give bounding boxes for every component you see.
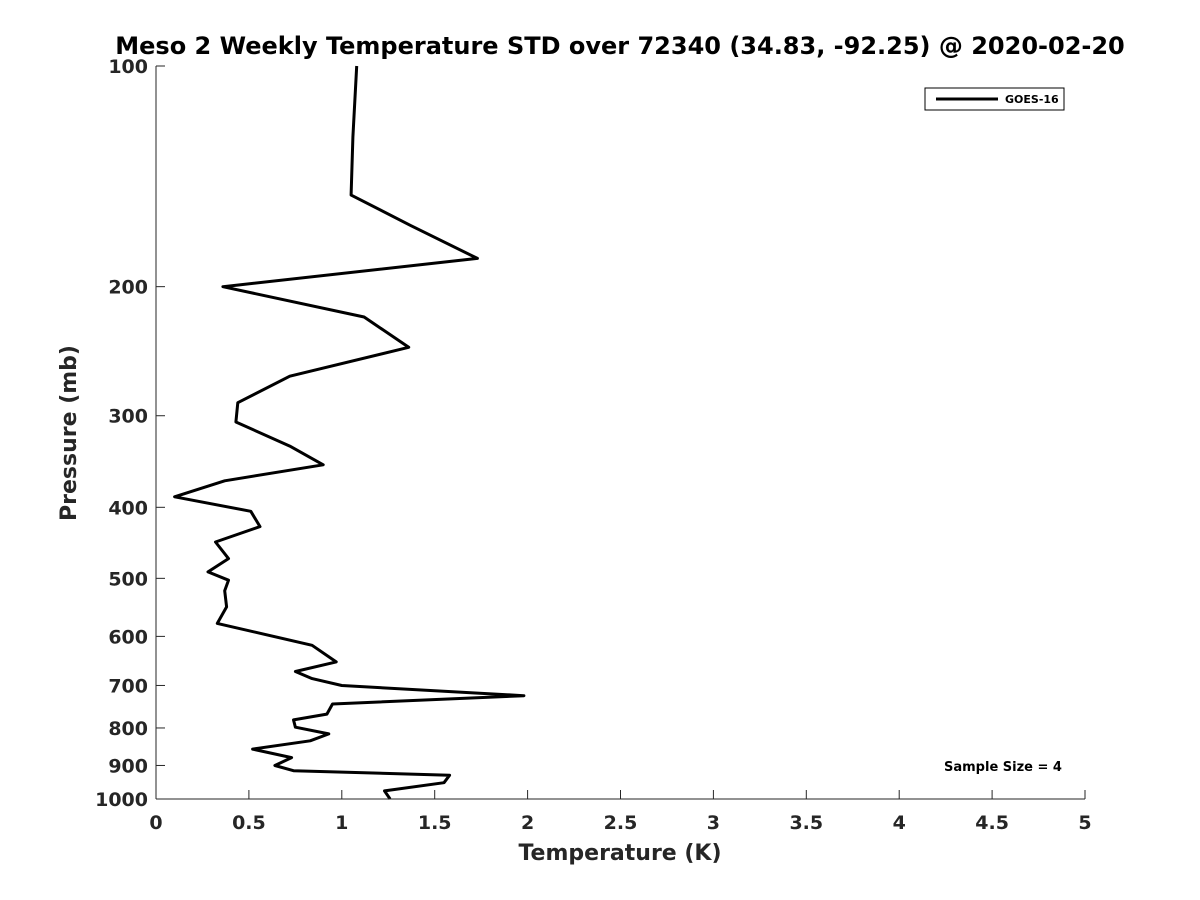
y-tick-label: 900 bbox=[108, 755, 148, 777]
x-tick-label: 0 bbox=[149, 812, 162, 834]
x-axis-ticks: 0 0.5 1 1.5 2 2.5 3 3.5 4 4.5 5 bbox=[149, 790, 1092, 834]
x-tick-label: 3 bbox=[707, 812, 720, 834]
series-line-goes-16 bbox=[173, 65, 526, 800]
y-tick-label: 400 bbox=[108, 497, 148, 519]
chart-title: Meso 2 Weekly Temperature STD over 72340… bbox=[115, 32, 1125, 60]
y-tick-label: 100 bbox=[108, 56, 148, 78]
legend-label-goes-16: GOES-16 bbox=[1005, 93, 1059, 106]
y-tick-label: 600 bbox=[108, 626, 148, 648]
y-axis-label: Pressure (mb) bbox=[57, 345, 82, 521]
x-tick-label: 4.5 bbox=[975, 812, 1009, 834]
y-tick-label: 800 bbox=[108, 718, 148, 740]
x-tick-label: 5 bbox=[1078, 812, 1091, 834]
legend: GOES-16 bbox=[924, 87, 1065, 111]
x-tick-label: 4 bbox=[893, 812, 906, 834]
x-tick-label: 2 bbox=[521, 812, 534, 834]
x-tick-label: 2.5 bbox=[604, 812, 638, 834]
y-tick-label: 200 bbox=[108, 277, 148, 299]
y-tick-label: 300 bbox=[108, 406, 148, 428]
x-tick-label: 1 bbox=[335, 812, 348, 834]
y-axis-ticks: 100 200 300 400 500 600 700 800 900 1000 bbox=[95, 56, 165, 811]
sample-size-annotation: Sample Size = 4 bbox=[944, 760, 1062, 775]
x-axis-label: Temperature (K) bbox=[518, 841, 721, 866]
y-tick-label: 700 bbox=[108, 675, 148, 697]
y-tick-label: 1000 bbox=[95, 789, 148, 811]
y-tick-label: 500 bbox=[108, 568, 148, 590]
x-tick-label: 1.5 bbox=[418, 812, 452, 834]
x-tick-label: 3.5 bbox=[789, 812, 823, 834]
plot-area: 0 0.5 1 1.5 2 2.5 3 3.5 4 4.5 5 100 200 300 400 500 600… bbox=[95, 56, 1092, 834]
x-tick-label: 0.5 bbox=[232, 812, 266, 834]
